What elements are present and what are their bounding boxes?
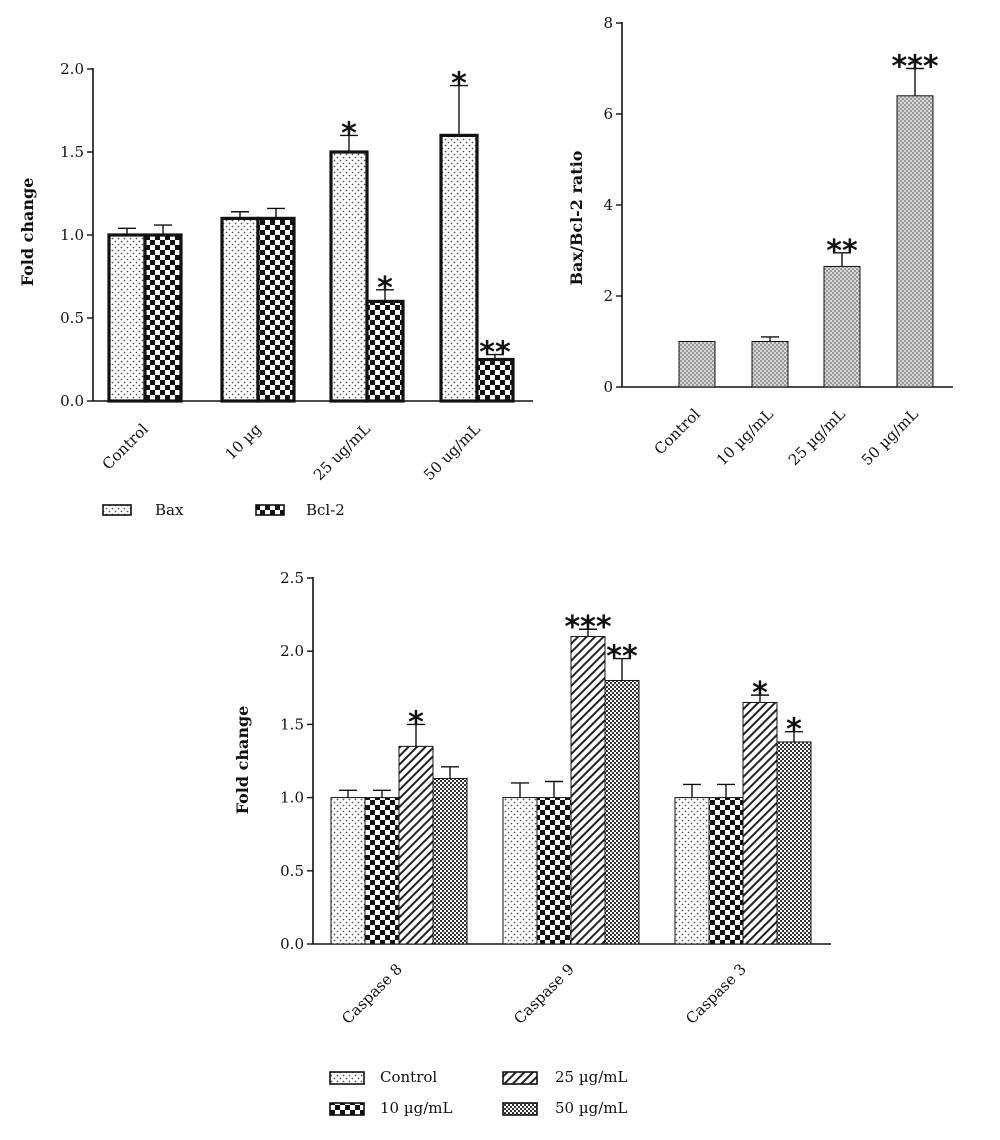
bar-caspase-s2-c1 [570,636,606,945]
significance-mark: *** [564,610,611,645]
legend-swatch-caspase-1 [329,1102,365,1116]
bar-ratio-s0-c2 [823,265,861,388]
legend-label-bax-bcl2-1: Bcl-2 [306,501,345,519]
significance-mark: * [752,676,768,711]
x-tick-label: Caspase 3 [682,960,750,1028]
x-tick-label: 50 ug/mL [420,420,484,484]
bar-ratio-s0-c1 [751,341,789,388]
bar-bax-bcl2-s1-c1 [256,216,296,403]
significance-mark: * [786,713,802,748]
x-tick-label: 50 µg/mL [858,405,922,469]
legend-swatch-caspase-2 [502,1071,538,1085]
y-tick-label: 1.0 [280,789,304,807]
x-tick-label: 10 µg/mL [713,405,777,469]
panel-bax-bcl2: 0.0 0.5 1.0 1.5 2.0 Fold change Control 10 µg 25… [18,60,533,519]
significance-mark: ** [479,336,511,371]
bar-bax-bcl2-s0-c0 [107,233,147,403]
legend-label-caspase-1: 10 µg/mL [380,1099,452,1117]
y-tick-label: 1.0 [60,226,84,244]
bar-caspase-s3-c2 [776,741,812,945]
legend-swatch-bax-bcl2-0 [102,504,132,516]
y-tick-label: 1.5 [60,143,84,161]
legend-label-caspase-3: 50 µg/mL [555,1099,627,1117]
y-axis-label: Fold change [18,178,37,287]
y-tick-label: 2.0 [60,60,84,78]
bar-caspase-s1-c2 [708,797,744,945]
y-tick-label: 4 [603,196,613,214]
significance-mark: ** [826,234,858,269]
y-tick-label: 2.0 [280,642,304,660]
y-tick-label: 1.5 [280,715,304,733]
x-tick-label: Caspase 8 [338,960,406,1028]
y-tick-label: 0.5 [60,309,84,327]
x-tick-label: Control [651,405,704,458]
legend-swatch-caspase-3 [502,1102,538,1116]
significance-mark: * [408,705,424,740]
bar-bax-bcl2-s0-c3 [439,133,479,403]
y-tick-label: 8 [603,14,613,32]
bar-bax-bcl2-s1-c2 [365,299,405,403]
bar-caspase-s0-c1 [502,797,538,945]
bar-ratio-s0-c3 [896,95,934,388]
legend-label-bax-bcl2-0: Bax [155,501,184,519]
panel-caspase: 0.0 0.5 1.0 1.5 2.0 2.5 Fold change Caspase 8 * C… [233,569,831,1117]
y-tick-label: 0.0 [280,935,304,953]
bar-bax-bcl2-s1-c0 [143,233,183,403]
legend-swatch-bax-bcl2-1 [255,504,285,516]
y-tick-label: 0.5 [280,862,304,880]
y-tick-label: 0 [603,378,613,396]
x-tick-label: 25 ug/mL [310,420,374,484]
significance-mark: * [377,271,393,306]
x-tick-label: Control [99,420,152,473]
legend-swatch-caspase-0 [329,1071,365,1085]
bar-caspase-s1-c1 [536,797,572,945]
bar-caspase-s0-c2 [674,797,710,945]
y-axis-label: Bax/Bcl-2 ratio [567,150,586,285]
bar-bax-bcl2-s0-c1 [220,216,260,403]
x-tick-label: Caspase 9 [510,960,578,1028]
y-tick-label: 6 [603,105,613,123]
significance-mark: *** [891,50,938,85]
y-tick-label: 2 [603,287,613,305]
legend-label-caspase-0: Control [380,1068,437,1086]
x-tick-label: 25 µg/mL [785,405,849,469]
panel-ratio: 0 2 4 6 8 Bax/Bcl-2 ratio Control 10 µg/mL 25 µg… [567,14,953,469]
legend-label-caspase-2: 25 µg/mL [555,1068,627,1086]
bar-caspase-s2-c0 [398,745,434,945]
significance-mark: * [451,67,467,102]
bar-ratio-s0-c0 [678,341,716,388]
bar-caspase-s3-c1 [604,679,640,945]
bar-caspase-s3-c0 [432,778,468,945]
bar-caspase-s0-c0 [330,797,366,945]
y-tick-label: 2.5 [280,569,304,587]
y-axis-label: Fold change [233,706,252,815]
significance-mark: * [341,116,357,151]
bar-caspase-s1-c0 [364,797,400,945]
bar-bax-bcl2-s0-c2 [329,150,369,403]
y-tick-label: 0.0 [60,392,84,410]
significance-mark: ** [606,640,638,675]
x-tick-label: 10 µg [222,420,266,464]
bar-caspase-s2-c2 [742,701,778,945]
